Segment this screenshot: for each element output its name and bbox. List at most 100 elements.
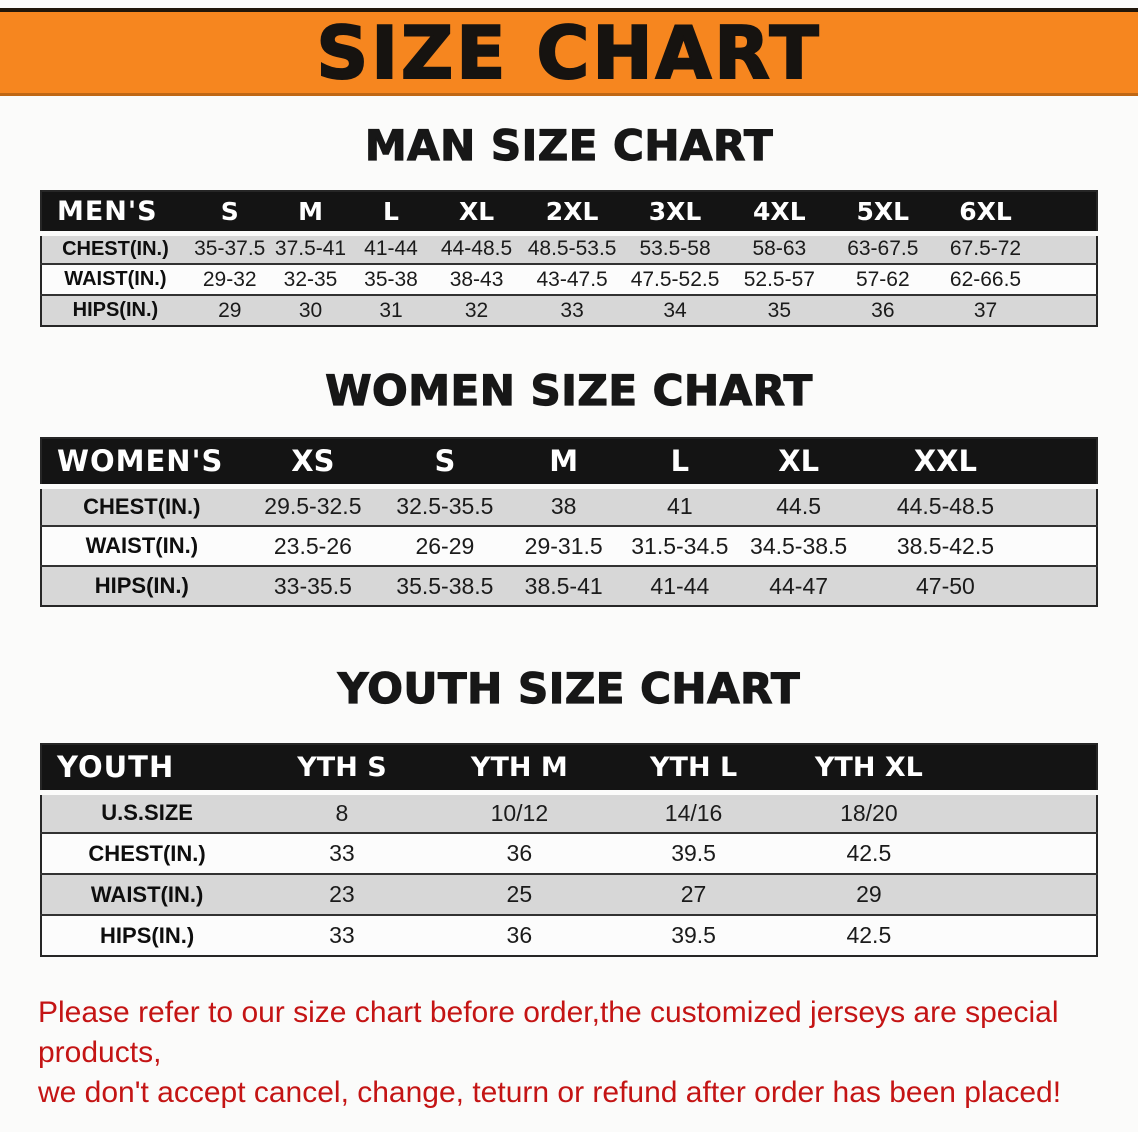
table-corner-label: WOMEN'S <box>41 438 242 489</box>
table-corner-label: MEN'S <box>41 191 189 236</box>
filler-cell <box>957 792 1097 834</box>
size-value: 34.5-38.5 <box>737 526 860 567</box>
column-header: L <box>621 438 738 489</box>
size-value: 29-32 <box>188 264 271 296</box>
table-row: HIPS(IN.) 33-35.5 35.5-38.5 38.5-41 41-44 44-… <box>41 566 1097 606</box>
size-value: 57-62 <box>831 264 935 296</box>
filler-cell <box>957 833 1097 875</box>
column-header: YTH L <box>606 744 781 795</box>
table-header-row: WOMEN'S XS S M L XL XXL <box>41 438 1097 489</box>
youth-chart-heading: YOUTH SIZE CHART <box>337 664 801 713</box>
size-value: 35-37.5 <box>188 233 271 265</box>
table-row: CHEST(IN.) 35-37.5 37.5-41 41-44 44-48.5 48.5… <box>41 233 1097 265</box>
size-value: 47-50 <box>916 572 975 599</box>
size-value: 41-44 <box>350 233 432 265</box>
men-chart-heading: MAN SIZE CHART <box>364 121 774 170</box>
size-value: 44.5-48.5 <box>859 486 1032 527</box>
column-header: M <box>505 438 622 489</box>
size-value: 53.5-58 <box>622 233 728 265</box>
size-value: 48.5-53.5 <box>521 233 623 265</box>
table-row: HIPS(IN.) 29 30 31 32 33 34 35 36 37 <box>41 295 1097 326</box>
table-row: WAIST(IN.) 23.5-26 26-29 29-31.5 31.5-34.5 34… <box>41 526 1097 567</box>
row-label: WAIST(IN.) <box>41 874 253 916</box>
table-header-row: YOUTH YTH S YTH M YTH L YTH XL <box>41 744 1097 795</box>
filler-cell <box>1031 526 1097 567</box>
size-value: 44-47 <box>769 572 829 599</box>
note-line-2: we don't accept cancel, change, teturn o… <box>38 1075 1062 1109</box>
filler-cell <box>1036 233 1097 265</box>
size-value: 29.5-32.5 <box>241 486 385 527</box>
section-youth: YOUTH SIZE CHART YOUTH YTH S YTH M YTH L YTH… <box>0 664 1138 957</box>
size-value: 30 <box>298 298 323 322</box>
size-value: 26-29 <box>384 526 506 567</box>
size-value: 42.5 <box>846 922 892 948</box>
size-value: 32.5-35.5 <box>384 486 506 527</box>
filler-cell <box>1036 264 1097 296</box>
filler-cell <box>958 915 1097 956</box>
size-value: 44-48.5 <box>431 233 522 265</box>
column-header: 3XL <box>622 191 728 236</box>
table-row: CHEST(IN.) 29.5-32.5 32.5-35.5 38 41 44.5 44.5… <box>41 486 1097 527</box>
size-value: 41 <box>621 486 738 527</box>
table-header-row: MEN'S S M L XL 2XL 3XL 4XL 5XL 6XL <box>41 191 1097 236</box>
note-line-1: Please refer to our size chart before or… <box>38 996 1059 1069</box>
size-value: 44.5 <box>737 486 860 527</box>
size-chart-page: SIZE CHART MAN SIZE CHART MEN'S S M L XL 2XL 3… <box>0 8 1138 1113</box>
row-label: HIPS(IN.) <box>100 922 195 948</box>
size-value: 37.5-41 <box>270 233 351 265</box>
men-size-table: MEN'S S M L XL 2XL 3XL 4XL 5XL 6XL CHEST(IN.) 35-37… <box>40 190 1098 327</box>
size-value: 34 <box>663 298 687 322</box>
table-row: U.S.SIZE 8 10/12 14/16 18/20 <box>41 792 1097 834</box>
women-size-table: WOMEN'S XS S M L XL XXL CHEST(IN.) 29.5-32.5 32.5… <box>40 437 1098 607</box>
column-header: 4XL <box>727 191 832 236</box>
row-label: HIPS(IN.) <box>72 299 159 321</box>
size-value: 38.5-42.5 <box>859 526 1032 567</box>
size-value: 32-35 <box>270 264 351 296</box>
size-value: 25 <box>431 874 607 916</box>
size-value: 27 <box>606 874 781 916</box>
size-value: 36 <box>871 298 895 322</box>
size-value: 18/20 <box>780 792 958 834</box>
size-value: 23 <box>252 874 432 916</box>
table-corner-label: YOUTH <box>41 744 253 795</box>
filler-cell <box>1037 295 1097 326</box>
size-value: 31 <box>379 298 403 322</box>
row-label: WAIST(IN.) <box>41 264 189 296</box>
size-value: 33 <box>560 298 584 322</box>
filler-cell <box>1031 566 1097 606</box>
size-value: 35-38 <box>350 264 432 296</box>
table-row: HIPS(IN.) 33 36 39.5 42.5 <box>41 915 1097 956</box>
column-header: YTH S <box>252 744 432 795</box>
row-label: U.S.SIZE <box>41 792 253 834</box>
size-value: 41-44 <box>650 572 710 599</box>
section-women: WOMEN SIZE CHART WOMEN'S XS S M L XL XXL CHEST(… <box>0 366 1138 607</box>
column-header: XS <box>241 438 385 489</box>
size-value: 58-63 <box>727 233 832 265</box>
filler-cell <box>1031 486 1097 527</box>
size-value: 37 <box>973 298 998 322</box>
size-value: 52.5-57 <box>727 264 832 296</box>
row-label: CHEST(IN.) <box>41 833 253 875</box>
banner: SIZE CHART <box>0 8 1138 96</box>
column-header: S <box>384 438 506 489</box>
size-value: 29 <box>780 874 958 916</box>
size-value: 23.5-26 <box>241 526 385 567</box>
size-value: 63-67.5 <box>831 233 935 265</box>
size-value: 38-43 <box>431 264 522 296</box>
size-value: 35 <box>767 298 792 322</box>
size-value: 14/16 <box>606 792 781 834</box>
column-header: XXL <box>859 438 1032 489</box>
size-value: 67.5-72 <box>934 233 1037 265</box>
section-men: MAN SIZE CHART MEN'S S M L XL 2XL 3XL 4XL 5XL 6XL… <box>0 121 1138 327</box>
filler-cell <box>957 874 1097 916</box>
row-label: WAIST(IN.) <box>41 526 242 567</box>
column-header: XL <box>737 438 860 489</box>
table-row: WAIST(IN.) 23 25 27 29 <box>41 874 1097 916</box>
size-value: 62-66.5 <box>934 264 1037 296</box>
page-title: SIZE CHART <box>315 10 822 96</box>
size-value: 39.5 <box>671 922 716 948</box>
size-value: 33 <box>329 922 355 948</box>
column-header: 5XL <box>831 191 935 236</box>
column-header: YTH XL <box>780 744 958 795</box>
column-header: L <box>350 191 432 236</box>
